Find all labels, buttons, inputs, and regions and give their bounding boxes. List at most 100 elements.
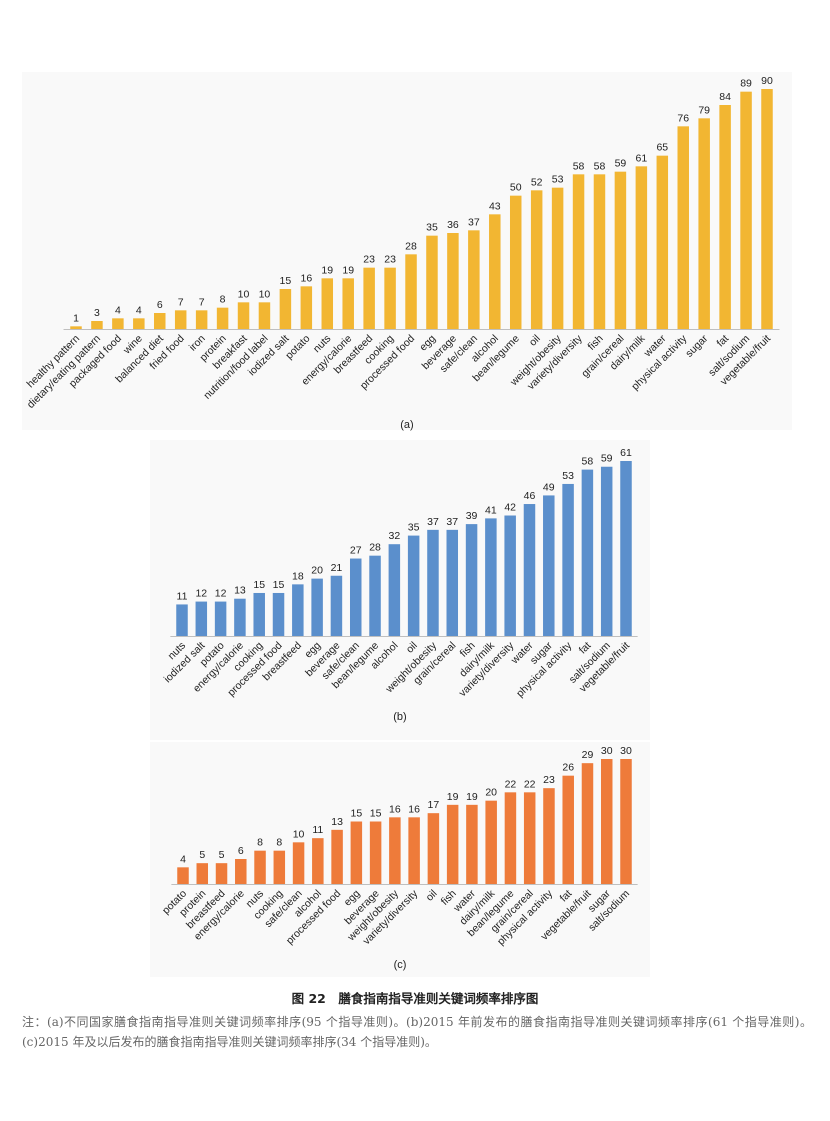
bar-value-label: 23 [384, 254, 396, 266]
bar [215, 863, 228, 884]
bar [447, 233, 459, 329]
bar-value-label: 13 [331, 816, 343, 828]
bar [761, 89, 773, 329]
bar-value-label: 50 [510, 182, 522, 194]
bar-value-label: 10 [259, 288, 271, 300]
bar-value-label: 90 [761, 75, 773, 87]
bar [369, 821, 382, 884]
bar [331, 829, 343, 884]
bar [600, 759, 613, 884]
bar-value-label: 12 [215, 588, 227, 600]
bar [465, 524, 478, 636]
bar-value-label: 35 [408, 522, 420, 534]
bar [581, 469, 594, 636]
bar [614, 171, 627, 329]
bar-value-label: 6 [157, 299, 163, 311]
bar-value-label: 5 [199, 849, 205, 861]
bar-value-label: 15 [253, 579, 265, 591]
bar [133, 318, 145, 329]
bar-value-label: 59 [615, 158, 627, 170]
bar-value-label: 37 [427, 516, 439, 528]
bar-value-label: 13 [234, 585, 246, 597]
bar-value-label: 37 [446, 516, 458, 528]
bar [292, 584, 304, 636]
panel-label: (a) [400, 419, 413, 431]
figure-caption-title: 图 22 膳食指南指导准则关键词频率排序图 [291, 991, 539, 1006]
bar-value-label: 35 [426, 222, 438, 234]
bar-value-label: 15 [280, 275, 292, 287]
bar-value-label: 84 [719, 91, 731, 103]
bar-value-label: 19 [466, 791, 478, 803]
bar-value-label: 18 [292, 570, 304, 582]
bar-value-label: 61 [636, 152, 648, 164]
bar-value-label: 42 [504, 502, 516, 514]
bar [446, 804, 459, 884]
bar [530, 190, 543, 329]
bar [446, 529, 459, 636]
bar-value-label: 22 [524, 778, 536, 790]
bar-value-label: 53 [552, 174, 564, 186]
bar-value-label: 37 [468, 216, 480, 228]
bar [635, 166, 648, 329]
bar-value-label: 89 [740, 78, 752, 90]
bar [698, 118, 710, 329]
bar [195, 310, 208, 329]
bar-value-label: 15 [370, 808, 382, 820]
bar [384, 267, 396, 329]
bar-value-label: 23 [363, 254, 375, 266]
bar [214, 601, 227, 636]
bar [677, 126, 689, 329]
bar-value-label: 32 [389, 530, 401, 542]
bar [311, 578, 323, 636]
bar [719, 105, 731, 329]
bar [562, 775, 574, 884]
bar-value-label: 76 [677, 112, 689, 124]
bar [620, 759, 632, 884]
bar-value-label: 17 [428, 799, 440, 811]
bar [600, 466, 613, 636]
bar [300, 286, 313, 329]
bar [279, 289, 292, 329]
bar [408, 817, 420, 884]
bar [388, 544, 401, 636]
bar [154, 313, 166, 329]
panel-label: (c) [394, 959, 407, 971]
bar [543, 788, 555, 884]
bar [253, 592, 265, 636]
bar [468, 230, 480, 329]
bar [593, 174, 606, 329]
bar-value-label: 28 [369, 542, 381, 554]
bar [321, 278, 334, 329]
bar-value-label: 79 [698, 104, 710, 116]
bar [350, 821, 363, 884]
bar [389, 817, 401, 884]
bar-value-label: 28 [405, 240, 417, 252]
bar-value-label: 7 [178, 296, 184, 308]
bar-value-label: 23 [543, 774, 555, 786]
bar-value-label: 8 [257, 837, 263, 849]
bar [427, 813, 440, 884]
bar [330, 575, 343, 636]
bar [70, 326, 82, 329]
bar-value-label: 11 [177, 590, 188, 602]
bar-value-label: 12 [195, 588, 207, 600]
bar-value-label: 49 [543, 481, 555, 493]
bar [216, 307, 229, 329]
bar [466, 804, 478, 884]
bar-value-label: 39 [466, 510, 478, 522]
bar [523, 504, 536, 636]
bar [237, 302, 250, 329]
bar-value-label: 43 [489, 200, 501, 212]
bar-value-label: 59 [601, 453, 613, 465]
bar [551, 187, 564, 329]
bar-value-label: 4 [180, 853, 186, 865]
bar-value-label: 22 [505, 778, 517, 790]
bar [543, 495, 555, 636]
bar [91, 321, 103, 329]
bar [620, 461, 632, 636]
bar [272, 592, 285, 636]
bar-value-label: 46 [524, 490, 536, 502]
bar-value-label: 4 [136, 304, 142, 316]
bar-value-label: 61 [620, 447, 632, 459]
